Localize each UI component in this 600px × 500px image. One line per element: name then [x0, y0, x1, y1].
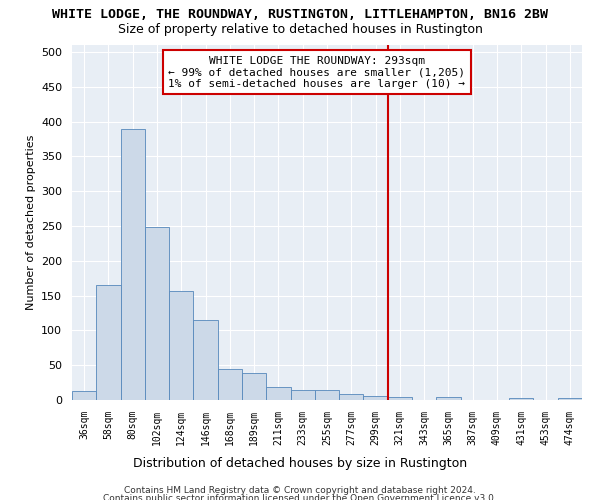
Bar: [121, 128, 145, 400]
Bar: [315, 390, 339, 400]
Text: Contains public sector information licensed under the Open Government Licence v3: Contains public sector information licen…: [103, 494, 497, 500]
Text: Size of property relative to detached houses in Rustington: Size of property relative to detached ho…: [118, 22, 482, 36]
Bar: [364, 396, 388, 400]
Bar: [96, 285, 121, 400]
Bar: [145, 228, 169, 400]
Bar: [193, 320, 218, 400]
Text: Contains HM Land Registry data © Crown copyright and database right 2024.: Contains HM Land Registry data © Crown c…: [124, 486, 476, 495]
Bar: [436, 397, 461, 400]
Bar: [72, 391, 96, 400]
Bar: [266, 388, 290, 400]
Y-axis label: Number of detached properties: Number of detached properties: [26, 135, 35, 310]
Bar: [218, 370, 242, 400]
Bar: [242, 373, 266, 400]
Bar: [388, 397, 412, 400]
Text: Distribution of detached houses by size in Rustington: Distribution of detached houses by size …: [133, 458, 467, 470]
Bar: [339, 394, 364, 400]
Bar: [290, 390, 315, 400]
Bar: [509, 398, 533, 400]
Bar: [558, 398, 582, 400]
Text: WHITE LODGE THE ROUNDWAY: 293sqm
← 99% of detached houses are smaller (1,205)
1%: WHITE LODGE THE ROUNDWAY: 293sqm ← 99% o…: [168, 56, 466, 89]
Text: WHITE LODGE, THE ROUNDWAY, RUSTINGTON, LITTLEHAMPTON, BN16 2BW: WHITE LODGE, THE ROUNDWAY, RUSTINGTON, L…: [52, 8, 548, 20]
Bar: [169, 290, 193, 400]
